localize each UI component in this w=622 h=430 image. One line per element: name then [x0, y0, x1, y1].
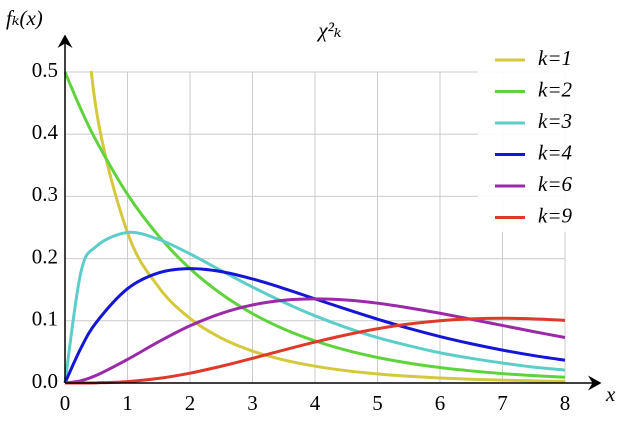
plot-area — [63, 71, 566, 385]
y-tick-label: 0.1 — [32, 307, 58, 331]
legend-label: k=4 — [538, 140, 572, 164]
x-tick-label: 6 — [435, 391, 446, 415]
x-tick-label: 3 — [247, 391, 258, 415]
legend-label: k=2 — [538, 77, 572, 101]
x-tick-label: 4 — [310, 391, 321, 415]
series-line — [63, 71, 566, 379]
series-line — [63, 267, 566, 384]
legend-label: k=1 — [538, 46, 572, 70]
y-tick-label: 0.2 — [32, 244, 58, 268]
legend-label: k=6 — [538, 172, 572, 196]
legend-label: k=3 — [538, 109, 572, 133]
y-tick-label: 0.4 — [32, 120, 59, 144]
y-tick-label: 0.3 — [32, 182, 58, 206]
y-tick-label: 0.0 — [32, 369, 58, 393]
series-line — [63, 230, 566, 384]
legend-label: k=9 — [538, 203, 572, 227]
series-line — [64, 316, 566, 385]
x-axis-label: x — [605, 382, 616, 406]
chart-title: χ²ₖ — [316, 18, 342, 42]
y-axis-label: fₖ(x) — [6, 6, 43, 30]
legend-items: k=1 k=2 k=3 k=4 k=6 k=9 — [495, 46, 572, 227]
x-tick-label: 5 — [372, 391, 383, 415]
x-tick-label: 8 — [560, 391, 571, 415]
x-tick-label: 0 — [60, 391, 71, 415]
x-tick-label: 7 — [497, 391, 508, 415]
y-tick-label: 0.5 — [32, 58, 58, 82]
x-tick-label: 2 — [185, 391, 196, 415]
legend — [478, 38, 603, 232]
x-tick-label: 1 — [122, 391, 133, 415]
